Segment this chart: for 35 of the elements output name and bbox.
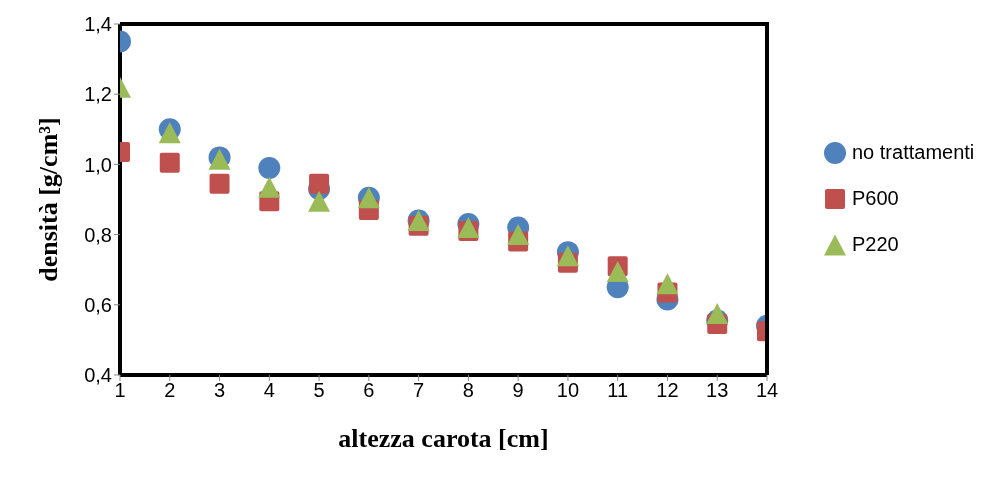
x-tick-label: 10: [556, 379, 580, 402]
x-tick-label: 9: [512, 379, 524, 402]
point: [258, 176, 281, 198]
x-tick-label: 8: [462, 379, 474, 402]
x-axis-title: altezza carota [cm]: [338, 424, 549, 453]
y-tick-label: 0,8: [84, 223, 112, 246]
legend-label: no trattamenti: [852, 141, 975, 164]
legend-label: P600: [852, 187, 899, 210]
x-tick-label: 6: [363, 379, 375, 402]
x-tick-label: 14: [755, 379, 779, 402]
point: [606, 260, 629, 282]
x-tick-label: 13: [706, 379, 729, 402]
point: [159, 152, 180, 173]
point: [656, 273, 679, 295]
x-tick-label: 7: [413, 379, 425, 402]
x-tick-label: 12: [656, 379, 679, 402]
y-tick-label: 1,4: [84, 13, 112, 36]
x-tick-label: 5: [313, 379, 325, 402]
point: [309, 173, 330, 194]
y-tick-label: 0,4: [84, 364, 112, 387]
x-tick-label: 3: [213, 379, 226, 402]
legend-label: P220: [852, 233, 899, 256]
y-tick-label: 1,0: [84, 153, 112, 176]
y-axis-title: densità [g/cm³]: [34, 117, 64, 282]
point: [258, 156, 281, 179]
point: [209, 173, 230, 194]
point: [308, 190, 331, 212]
x-tick-label: 11: [607, 379, 629, 402]
x-tick-label: 4: [263, 379, 275, 402]
x-tick-label: 1: [114, 379, 126, 402]
point: [507, 224, 530, 246]
y-tick-label: 0,6: [84, 293, 112, 316]
point: [706, 303, 729, 325]
x-tick-label: 2: [164, 379, 176, 402]
y-tick-label: 1,2: [84, 83, 112, 106]
